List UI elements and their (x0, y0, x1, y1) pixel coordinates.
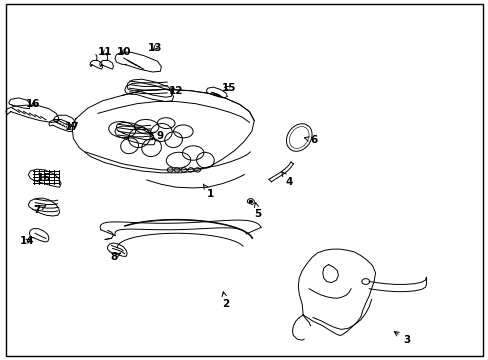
Text: 1: 1 (203, 184, 213, 199)
Text: 4: 4 (281, 172, 293, 187)
Text: 17: 17 (65, 122, 80, 132)
Text: 13: 13 (148, 42, 163, 53)
Text: 16: 16 (26, 99, 41, 109)
Text: 8: 8 (110, 252, 121, 262)
Text: 10: 10 (116, 47, 131, 57)
Text: 3: 3 (394, 332, 409, 345)
Text: 15: 15 (37, 173, 51, 183)
Circle shape (249, 201, 252, 203)
Text: 5: 5 (254, 203, 261, 219)
Text: 15: 15 (221, 83, 236, 93)
Text: 6: 6 (304, 135, 317, 145)
Text: 12: 12 (168, 86, 183, 96)
Text: 11: 11 (98, 47, 112, 57)
Text: 7: 7 (33, 204, 46, 215)
Text: 14: 14 (20, 236, 34, 246)
Text: 2: 2 (222, 292, 229, 309)
Text: 9: 9 (150, 131, 163, 141)
